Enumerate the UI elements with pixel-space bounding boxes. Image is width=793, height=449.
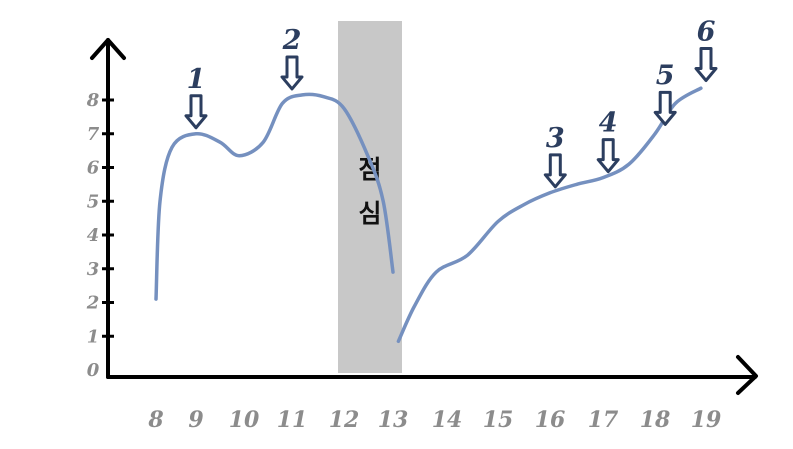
x-tick-label: 11 xyxy=(277,407,308,433)
down-arrow-icon xyxy=(694,47,718,82)
marker-label: 6 xyxy=(697,17,716,48)
x-tick-label: 15 xyxy=(483,407,514,433)
down-arrow-icon xyxy=(653,90,677,126)
x-tick-label: 13 xyxy=(378,407,409,433)
x-tick-label: 10 xyxy=(229,407,260,433)
y-tick-label: 5 xyxy=(87,191,100,212)
y-tick-label: 3 xyxy=(87,259,100,280)
y-tick-label: 4 xyxy=(87,225,100,246)
curve-segment-1 xyxy=(154,92,395,301)
x-tick-label: 12 xyxy=(329,407,360,433)
marker-label: 3 xyxy=(546,123,565,154)
x-tick-label: 19 xyxy=(691,407,722,433)
y-tick-label: 7 xyxy=(87,124,100,145)
down-arrow-icon xyxy=(280,55,304,91)
marker-label: 4 xyxy=(599,108,618,139)
down-arrow-icon xyxy=(543,153,567,189)
lunch-label-2: 심 xyxy=(358,199,381,228)
x-axis-arrowhead xyxy=(736,355,758,395)
x-tick-labels: 8 9 10 11 12 13 14 15 16 17 18 19 xyxy=(147,407,721,433)
y-tick-label: 1 xyxy=(87,326,100,347)
x-tick-label: 8 xyxy=(147,407,163,433)
curve-layer xyxy=(154,86,703,344)
marker-label: 5 xyxy=(656,60,675,91)
y-tick-label: 6 xyxy=(87,158,100,179)
x-tick-label: 17 xyxy=(588,407,619,433)
y-tick-label: 8 xyxy=(86,90,100,111)
marker-2: 2 xyxy=(280,25,304,91)
y-tick-labels: 0 1 2 3 4 5 6 7 8 xyxy=(86,90,114,381)
curve-segment-2 xyxy=(396,86,703,344)
lunch-band xyxy=(338,21,402,373)
axes xyxy=(90,38,758,395)
y-tick-label: 2 xyxy=(86,293,100,314)
marker-5: 5 xyxy=(653,60,677,126)
marker-4: 4 xyxy=(596,108,620,174)
marker-1: 1 xyxy=(184,64,208,130)
marker-6: 6 xyxy=(694,17,718,82)
marker-label: 2 xyxy=(282,25,302,56)
down-arrow-icon xyxy=(184,94,208,130)
x-tick-label: 16 xyxy=(535,407,566,433)
marker-label: 1 xyxy=(187,64,206,95)
markers: 1 2 3 4 56 xyxy=(184,17,718,189)
down-arrow-icon xyxy=(596,138,620,174)
y-tick-label: 0 xyxy=(87,360,100,381)
marker-3: 3 xyxy=(543,123,567,189)
x-tick-label: 14 xyxy=(432,407,463,433)
x-tick-label: 18 xyxy=(640,407,671,433)
x-tick-label: 9 xyxy=(188,407,203,433)
y-axis-arrowhead xyxy=(90,38,126,60)
